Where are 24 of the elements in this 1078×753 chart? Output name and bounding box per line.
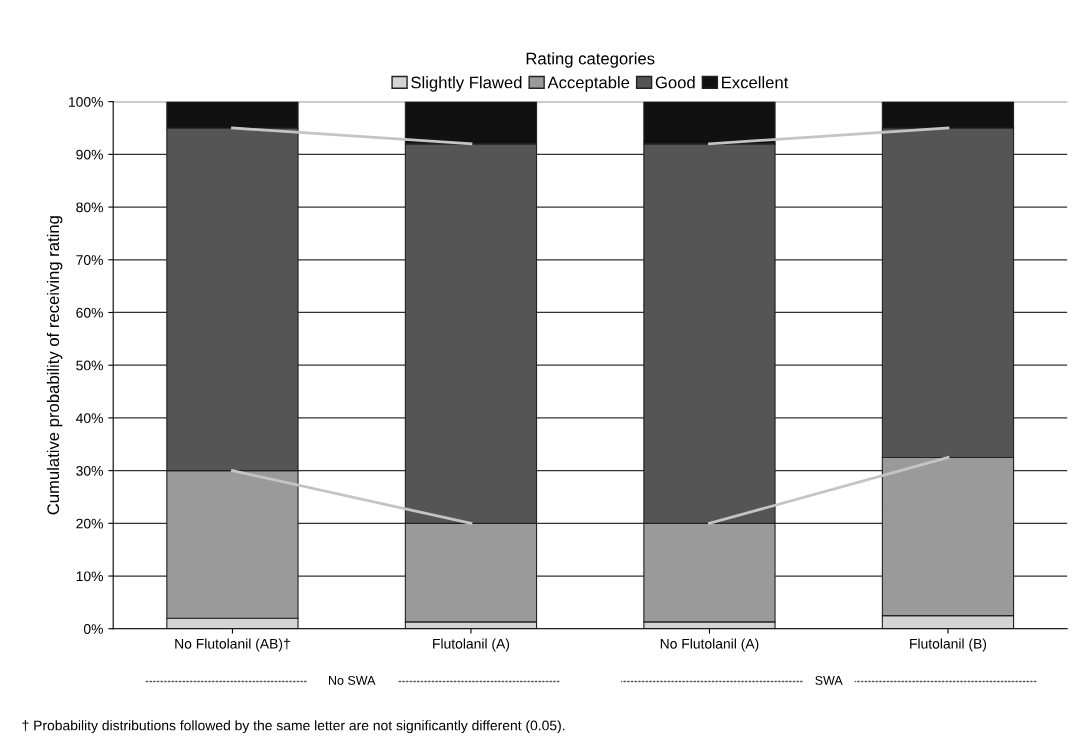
- x-tick-label: No Flutolanil (A): [660, 638, 759, 652]
- y-tick-label: 20%: [76, 518, 103, 529]
- x-tick-label: Flutolanil (A): [433, 638, 510, 652]
- text: No SWA: [328, 675, 376, 685]
- x-tick-label: Flutolanil (B): [910, 638, 987, 652]
- y-tick-label: 60%: [76, 307, 103, 318]
- y-tick-label: 10%: [76, 571, 103, 582]
- y-tick-label: 30%: [76, 465, 103, 476]
- text: † Probability distributions followed by the same letter are not significantly different (0.05).: [22, 720, 565, 734]
- y-tick-label: 70%: [76, 255, 103, 265]
- y-tick-label: 40%: [75, 413, 103, 424]
- y-tick-label: 90%: [76, 149, 103, 160]
- legend-title: Rating categories: [526, 52, 655, 68]
- y-tick-label: 100%: [69, 96, 103, 107]
- legend-label: Excellent: [722, 76, 789, 89]
- y-axis-title: Cumulative probability of receiving rating: [46, 216, 63, 515]
- text: SWA: [815, 675, 843, 685]
- y-tick-label: 80%: [76, 202, 103, 213]
- legend-label: Acceptable: [547, 76, 630, 92]
- legend-label: Slightly Flawed: [411, 76, 522, 92]
- x-tick-label: No Flutolanil (AB)†: [175, 638, 290, 652]
- y-tick-label: 50%: [76, 360, 103, 371]
- legend-label: Good: [655, 76, 695, 89]
- y-tick-label: 0%: [83, 624, 103, 634]
